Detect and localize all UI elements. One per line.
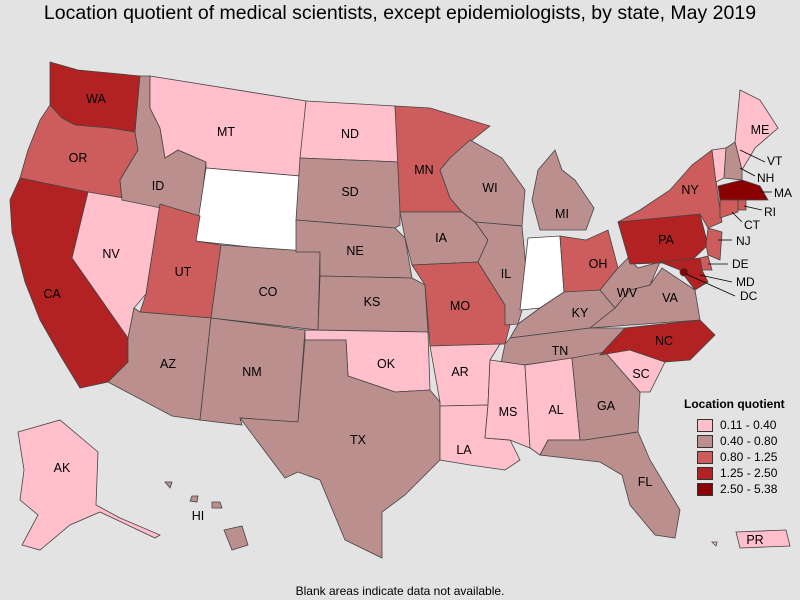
legend-item: 0.40 - 0.80 — [684, 433, 798, 449]
label-ms: MS — [499, 405, 518, 419]
state-nj[interactable] — [705, 227, 723, 261]
legend-item: 0.80 - 1.25 — [684, 449, 798, 465]
legend-swatch — [697, 434, 713, 448]
label-pr: PR — [746, 533, 763, 547]
label-al: AL — [548, 403, 563, 417]
state-hi-2[interactable] — [189, 495, 199, 503]
label-ky: KY — [572, 306, 589, 320]
label-co: CO — [259, 285, 278, 299]
state-ks[interactable] — [317, 275, 429, 333]
state-hi-4[interactable] — [223, 525, 249, 551]
label-ak: AK — [54, 461, 71, 475]
label-la: LA — [456, 443, 472, 457]
state-il[interactable] — [474, 221, 529, 326]
label-de: DE — [732, 257, 749, 271]
label-wi: WI — [482, 181, 497, 195]
label-il: IL — [501, 267, 511, 281]
label-wv: WV — [617, 286, 638, 300]
label-oh: OH — [589, 257, 608, 271]
state-pr-2[interactable] — [711, 541, 718, 547]
label-ar: AR — [451, 365, 468, 379]
label-id: ID — [152, 179, 165, 193]
label-ca: CA — [43, 287, 61, 301]
label-nj: NJ — [736, 234, 751, 248]
label-ne: NE — [346, 244, 363, 258]
label-mn: MN — [414, 163, 433, 177]
label-nh: NH — [757, 171, 774, 185]
label-sc: SC — [632, 367, 649, 381]
label-ut: UT — [175, 265, 192, 279]
state-fl[interactable] — [539, 431, 681, 539]
label-ia: IA — [435, 231, 447, 245]
footnote: Blank areas indicate data not available. — [295, 584, 505, 598]
label-ga: GA — [597, 399, 616, 413]
legend-item: 0.11 - 0.40 — [684, 417, 798, 433]
label-mi: MI — [555, 207, 569, 221]
state-tx[interactable] — [239, 339, 441, 559]
label-nc: NC — [655, 334, 673, 348]
state-ms[interactable] — [484, 359, 531, 449]
label-nm: NM — [242, 365, 261, 379]
legend-label: 1.25 - 2.50 — [720, 466, 778, 480]
map-title: Location quotient of medical scientists,… — [43, 2, 757, 24]
label-tx: TX — [350, 433, 367, 447]
label-dc: DC — [740, 289, 758, 303]
label-ks: KS — [364, 295, 381, 309]
label-sd: SD — [341, 185, 358, 199]
legend-label: 0.40 - 0.80 — [720, 434, 778, 448]
state-dc[interactable] — [679, 267, 689, 277]
legend-label: 2.50 - 5.38 — [720, 482, 778, 496]
state-sd[interactable] — [295, 157, 401, 229]
label-or: OR — [69, 151, 88, 165]
legend-swatch — [697, 450, 713, 464]
state-hi-3[interactable] — [211, 501, 223, 509]
label-az: AZ — [160, 357, 176, 371]
label-ri: RI — [764, 205, 776, 219]
label-mo: MO — [450, 299, 470, 313]
label-md: MD — [736, 275, 755, 289]
label-tn: TN — [552, 344, 569, 358]
label-pa: PA — [658, 233, 674, 247]
legend-label: 0.11 - 0.40 — [720, 418, 777, 432]
state-ak[interactable] — [17, 419, 161, 551]
legend: Location quotient 0.11 - 0.40 0.40 - 0.80… — [684, 397, 798, 497]
label-ok: OK — [377, 357, 396, 371]
state-hi[interactable] — [164, 481, 173, 489]
label-va: VA — [662, 291, 678, 305]
legend-swatch — [697, 466, 713, 480]
label-fl: FL — [638, 475, 653, 489]
legend-item: 2.50 - 5.38 — [684, 481, 798, 497]
label-me: ME — [751, 123, 770, 137]
label-hi: HI — [192, 509, 205, 523]
state-ri[interactable] — [737, 199, 747, 211]
legend-title: Location quotient — [684, 397, 785, 411]
label-vt: VT — [767, 154, 783, 168]
state-mi[interactable] — [531, 149, 595, 231]
legend-swatch — [697, 418, 713, 432]
label-wa: WA — [86, 92, 106, 106]
legend-label: 0.80 - 1.25 — [720, 450, 778, 464]
state-nh[interactable] — [723, 141, 743, 181]
label-ma: MA — [774, 186, 792, 200]
legend-swatch — [697, 482, 713, 496]
state-pr[interactable] — [735, 529, 791, 549]
label-mt: MT — [217, 125, 235, 139]
legend-item: 1.25 - 2.50 — [684, 465, 798, 481]
state-nc[interactable] — [598, 319, 716, 363]
label-nd: ND — [341, 127, 359, 141]
state-ny[interactable] — [617, 149, 723, 229]
label-ny: NY — [681, 183, 699, 197]
state-wy[interactable] — [194, 167, 301, 253]
label-ct: CT — [744, 218, 761, 232]
label-nv: NV — [102, 247, 120, 261]
